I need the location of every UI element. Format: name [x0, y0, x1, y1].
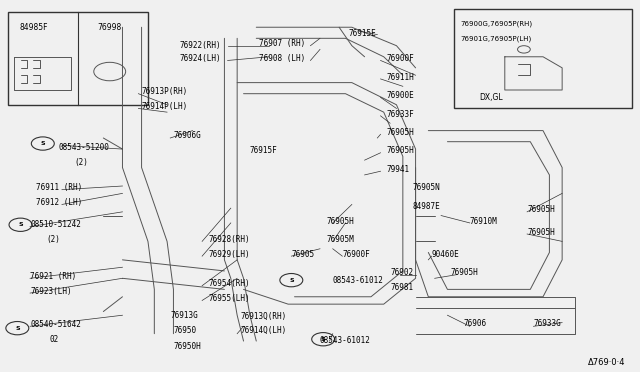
- Text: 76913G: 76913G: [170, 311, 198, 320]
- Text: 76905M: 76905M: [326, 235, 354, 244]
- Text: 84987E: 84987E: [412, 202, 440, 211]
- Text: 84985F: 84985F: [19, 23, 47, 32]
- Text: 76905H: 76905H: [387, 128, 415, 137]
- Text: 76900E: 76900E: [387, 91, 415, 100]
- Text: 76922(RH): 76922(RH): [180, 41, 221, 50]
- Text: 76905H: 76905H: [451, 268, 478, 277]
- Text: 76928(RH): 76928(RH): [209, 235, 250, 244]
- Text: 76981: 76981: [390, 283, 413, 292]
- Text: 76910M: 76910M: [470, 217, 497, 225]
- Text: 76933G: 76933G: [534, 319, 561, 328]
- Text: 76907 (RH): 76907 (RH): [259, 39, 306, 48]
- Text: 08543-61012: 08543-61012: [333, 276, 383, 285]
- Text: 76950: 76950: [173, 326, 196, 335]
- Text: S: S: [15, 326, 20, 331]
- Text: (2): (2): [46, 235, 60, 244]
- Text: 76900F: 76900F: [387, 54, 415, 63]
- Text: 76905N: 76905N: [412, 183, 440, 192]
- Text: 76923(LH): 76923(LH): [30, 287, 72, 296]
- Text: 08540-51642: 08540-51642: [30, 320, 81, 329]
- Text: 76913Q(RH): 76913Q(RH): [241, 311, 287, 320]
- Text: 08510-51242: 08510-51242: [30, 220, 81, 229]
- Text: 76929(LH): 76929(LH): [209, 250, 250, 259]
- Text: 76915E: 76915E: [349, 29, 376, 38]
- Text: 76901G,76905P(LH): 76901G,76905P(LH): [460, 35, 531, 42]
- Text: 76911 (RH): 76911 (RH): [36, 183, 83, 192]
- Text: S: S: [289, 278, 294, 283]
- Text: 76914Q(LH): 76914Q(LH): [241, 326, 287, 335]
- Text: 76911H: 76911H: [387, 73, 415, 81]
- Text: 76924(LH): 76924(LH): [180, 54, 221, 63]
- Text: 76954(RH): 76954(RH): [209, 279, 250, 288]
- Text: 08543-51200: 08543-51200: [59, 143, 109, 152]
- FancyBboxPatch shape: [8, 13, 148, 105]
- Text: 76915F: 76915F: [250, 147, 278, 155]
- Text: 76906: 76906: [463, 319, 486, 328]
- Text: 76914P(LH): 76914P(LH): [141, 102, 188, 111]
- Text: DX,GL: DX,GL: [479, 93, 503, 102]
- Text: (2): (2): [75, 157, 88, 167]
- Text: 76906G: 76906G: [173, 131, 201, 140]
- Text: 76902: 76902: [390, 268, 413, 277]
- Text: 76905H: 76905H: [527, 228, 555, 237]
- Text: 76905H: 76905H: [326, 217, 354, 225]
- Text: 76950H: 76950H: [173, 342, 201, 351]
- Text: 76921 (RH): 76921 (RH): [30, 272, 76, 281]
- Text: S: S: [18, 222, 23, 227]
- Text: 76905H: 76905H: [527, 205, 555, 215]
- Text: 76998: 76998: [97, 23, 122, 32]
- Text: 76905H: 76905H: [387, 147, 415, 155]
- Text: S: S: [40, 141, 45, 146]
- Text: 79941: 79941: [387, 165, 410, 174]
- Text: S: S: [321, 337, 326, 342]
- Text: 90460E: 90460E: [431, 250, 460, 259]
- Text: 76908 (LH): 76908 (LH): [259, 54, 306, 63]
- Text: Δ769·0·4: Δ769·0·4: [588, 358, 626, 367]
- Text: 08543-61012: 08543-61012: [320, 336, 371, 345]
- Text: 76955(LH): 76955(LH): [209, 294, 250, 303]
- Text: 76900G,76905P(RH): 76900G,76905P(RH): [460, 20, 532, 27]
- Text: 76905: 76905: [291, 250, 314, 259]
- Text: 76900F: 76900F: [342, 250, 370, 259]
- Text: 76913P(RH): 76913P(RH): [141, 87, 188, 96]
- Text: 76933F: 76933F: [387, 109, 415, 119]
- FancyBboxPatch shape: [454, 9, 632, 109]
- Text: 76912 (LH): 76912 (LH): [36, 198, 83, 207]
- Text: 02: 02: [49, 335, 58, 344]
